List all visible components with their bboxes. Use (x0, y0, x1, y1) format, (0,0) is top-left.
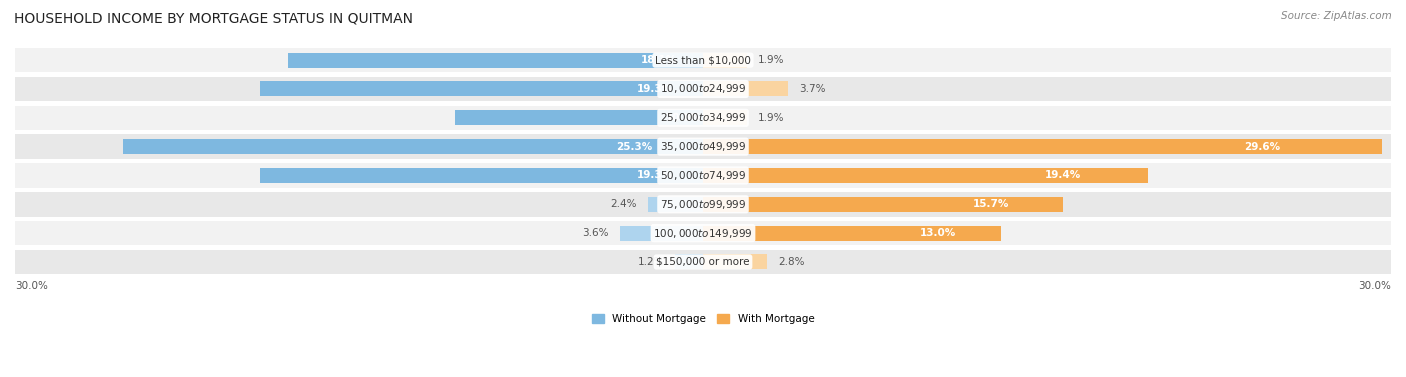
Bar (15, 163, 1391, 188)
Bar (15, 77, 1391, 101)
Text: $150,000 or more: $150,000 or more (657, 257, 749, 267)
Text: 15.7%: 15.7% (973, 199, 1010, 209)
Text: 19.4%: 19.4% (1045, 170, 1081, 181)
Text: 3.7%: 3.7% (800, 84, 825, 94)
Bar (703, 226, 1001, 241)
Text: 2.4%: 2.4% (610, 199, 637, 209)
Bar (122, 139, 703, 154)
Text: 13.0%: 13.0% (920, 228, 956, 238)
Bar (703, 53, 747, 67)
Bar (703, 110, 747, 125)
Bar (456, 110, 703, 125)
Text: Less than $10,000: Less than $10,000 (655, 55, 751, 65)
Bar (15, 221, 1391, 245)
Text: 29.6%: 29.6% (1244, 142, 1279, 152)
Text: $100,000 to $149,999: $100,000 to $149,999 (654, 227, 752, 240)
Bar (620, 226, 703, 241)
Bar (703, 81, 787, 97)
Text: 19.3%: 19.3% (637, 170, 672, 181)
Bar (703, 168, 1147, 183)
Text: $75,000 to $99,999: $75,000 to $99,999 (659, 198, 747, 211)
Bar (260, 168, 703, 183)
Bar (15, 250, 1391, 274)
Text: $50,000 to $74,999: $50,000 to $74,999 (659, 169, 747, 182)
Text: 1.2%: 1.2% (637, 257, 664, 267)
Bar (703, 197, 1063, 212)
Bar (288, 53, 703, 67)
Text: Source: ZipAtlas.com: Source: ZipAtlas.com (1281, 11, 1392, 21)
Text: 19.3%: 19.3% (637, 84, 672, 94)
Text: 1.9%: 1.9% (758, 113, 785, 123)
Bar (15, 134, 1391, 159)
Bar (675, 254, 703, 270)
Text: 3.6%: 3.6% (582, 228, 609, 238)
Text: 25.3%: 25.3% (616, 142, 652, 152)
Text: 30.0%: 30.0% (1358, 281, 1391, 291)
Text: 1.9%: 1.9% (758, 55, 785, 65)
Text: 2.8%: 2.8% (779, 257, 806, 267)
Bar (703, 139, 1382, 154)
Bar (703, 254, 768, 270)
Bar (648, 197, 703, 212)
Text: $25,000 to $34,999: $25,000 to $34,999 (659, 111, 747, 124)
Text: HOUSEHOLD INCOME BY MORTGAGE STATUS IN QUITMAN: HOUSEHOLD INCOME BY MORTGAGE STATUS IN Q… (14, 11, 413, 25)
Bar (15, 106, 1391, 130)
Legend: Without Mortgage, With Mortgage: Without Mortgage, With Mortgage (588, 310, 818, 328)
Text: 30.0%: 30.0% (15, 281, 48, 291)
Bar (260, 81, 703, 97)
Bar (15, 192, 1391, 216)
Text: 18.1%: 18.1% (641, 55, 676, 65)
Bar (15, 48, 1391, 72)
Text: 10.8%: 10.8% (666, 113, 702, 123)
Text: $35,000 to $49,999: $35,000 to $49,999 (659, 140, 747, 153)
Text: $10,000 to $24,999: $10,000 to $24,999 (659, 83, 747, 95)
